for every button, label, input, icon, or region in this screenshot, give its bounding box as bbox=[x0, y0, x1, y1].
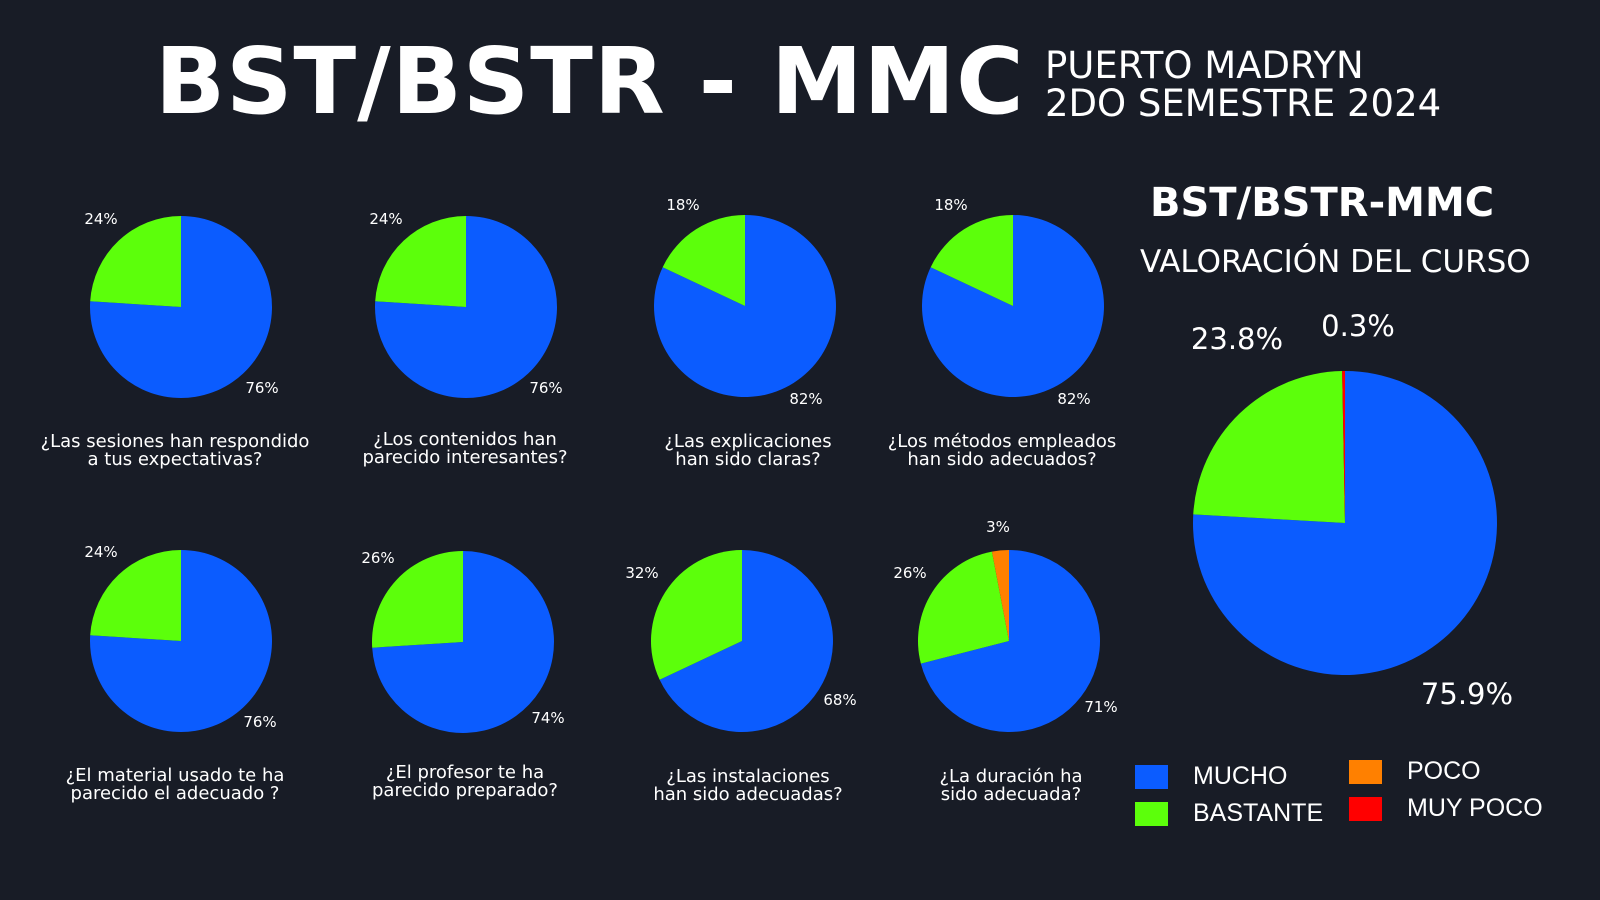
legend-item-poco: POCO bbox=[1349, 757, 1481, 786]
data-label-bastante: 18% bbox=[934, 196, 967, 214]
data-label-mucho: 71% bbox=[1084, 698, 1117, 716]
legend-swatch-bastante bbox=[1135, 801, 1168, 826]
pie-slice-muy-poco bbox=[1342, 371, 1345, 523]
question-title-line: a tus expectativas? bbox=[88, 449, 263, 470]
data-label-bastante: 26% bbox=[893, 564, 926, 582]
pie-slice-bastante bbox=[1193, 371, 1345, 523]
pie-slice-mucho bbox=[375, 216, 558, 398]
page-title: BST/BSTR - MMC bbox=[155, 28, 1025, 135]
pie-slice-mucho bbox=[921, 215, 1104, 397]
data-label-bastante: 24% bbox=[369, 210, 402, 228]
data-label-mucho: 76% bbox=[529, 379, 562, 397]
legend-label-poco: POCO bbox=[1407, 757, 1481, 785]
pie-chart-9: 75.9% 23.8% 0.3% BST/BSTR-MMC VALORACIÓN DEL… bbox=[1140, 180, 1531, 711]
pie-slice-bastante bbox=[372, 551, 463, 648]
question-title-line: han sido adecuados? bbox=[907, 449, 1096, 470]
data-label-bastante: 26% bbox=[361, 549, 394, 567]
question-title-line: ¿El material usado te ha bbox=[66, 765, 285, 786]
pie-slice-poco bbox=[991, 550, 1009, 641]
question-title-line: ¿Las instalaciones bbox=[666, 766, 829, 787]
summary-chart-subtitle: VALORACIÓN DEL CURSO bbox=[1140, 243, 1531, 280]
pie-slice-bastante bbox=[90, 550, 181, 641]
pie-slice-mucho bbox=[920, 550, 1101, 732]
legend-item-mucho: MUCHO bbox=[1135, 762, 1287, 791]
question-title-line: parecido el adecuado ? bbox=[71, 783, 280, 804]
data-label-mucho: 68% bbox=[823, 691, 856, 709]
location-subtitle: PUERTO MADRYN bbox=[1045, 44, 1364, 87]
pie-slice-bastante bbox=[90, 215, 181, 307]
legend-swatch-poco bbox=[1349, 759, 1382, 784]
question-title-line: ¿Los contenidos han bbox=[373, 429, 557, 450]
pie-slice-bastante bbox=[662, 214, 745, 306]
data-label-bastante: 23.8% bbox=[1191, 322, 1283, 356]
pie-slice-bastante bbox=[650, 550, 742, 680]
question-title-line: han sido adecuadas? bbox=[653, 784, 842, 805]
pie-slice-bastante bbox=[918, 551, 1009, 664]
question-title-line: han sido claras? bbox=[675, 449, 820, 470]
summary-chart-title: BST/BSTR-MMC bbox=[1150, 180, 1494, 226]
pie-slice-bastante bbox=[375, 215, 466, 307]
legend-item-bastante: BASTANTE bbox=[1135, 799, 1323, 828]
question-title-line: ¿El profesor te ha bbox=[386, 762, 544, 783]
data-label-poco: 3% bbox=[986, 518, 1010, 536]
data-label-mucho: 82% bbox=[1057, 390, 1090, 408]
pie-slice-mucho bbox=[659, 550, 833, 733]
question-title-line: ¿Las explicaciones bbox=[664, 431, 831, 452]
pie-slice-mucho bbox=[653, 215, 836, 397]
legend-item-muy-poco: MUY POCO bbox=[1349, 794, 1543, 823]
legend-label-mucho: MUCHO bbox=[1193, 762, 1288, 790]
question-title-line: ¿Las sesiones han respondido bbox=[41, 431, 310, 452]
data-label-muy-poco: 0.3% bbox=[1321, 309, 1395, 343]
pie-slice-mucho bbox=[90, 216, 273, 398]
data-label-mucho: 76% bbox=[245, 379, 278, 397]
legend-label-bastante: BASTANTE bbox=[1193, 799, 1324, 827]
question-title-line: parecido interesantes? bbox=[362, 447, 567, 468]
data-label-mucho: 82% bbox=[789, 390, 822, 408]
pie-slice-mucho bbox=[1192, 371, 1497, 676]
legend-swatch-muy-poco bbox=[1349, 796, 1382, 821]
data-label-mucho: 75.9% bbox=[1421, 677, 1513, 711]
question-title-line: ¿Los métodos empleados bbox=[888, 431, 1117, 452]
pie-slice-mucho bbox=[90, 550, 273, 733]
data-label-mucho: 76% bbox=[243, 713, 276, 731]
question-title-line: ¿La duración ha bbox=[939, 766, 1082, 787]
question-title-line: parecido preparado? bbox=[372, 780, 558, 801]
question-title-line: sido adecuada? bbox=[941, 784, 1081, 805]
data-label-bastante: 24% bbox=[84, 210, 117, 228]
data-label-mucho: 74% bbox=[531, 709, 564, 727]
legend-swatch-mucho bbox=[1135, 764, 1168, 789]
data-label-bastante: 24% bbox=[84, 543, 117, 561]
data-label-bastante: 18% bbox=[666, 196, 699, 214]
pie-slice-mucho bbox=[372, 551, 555, 733]
data-label-bastante: 32% bbox=[625, 564, 658, 582]
pie-slice-bastante bbox=[930, 214, 1013, 306]
legend-label-muy-poco: MUY POCO bbox=[1407, 794, 1543, 822]
semester-subtitle: 2DO SEMESTRE 2024 bbox=[1045, 82, 1442, 125]
